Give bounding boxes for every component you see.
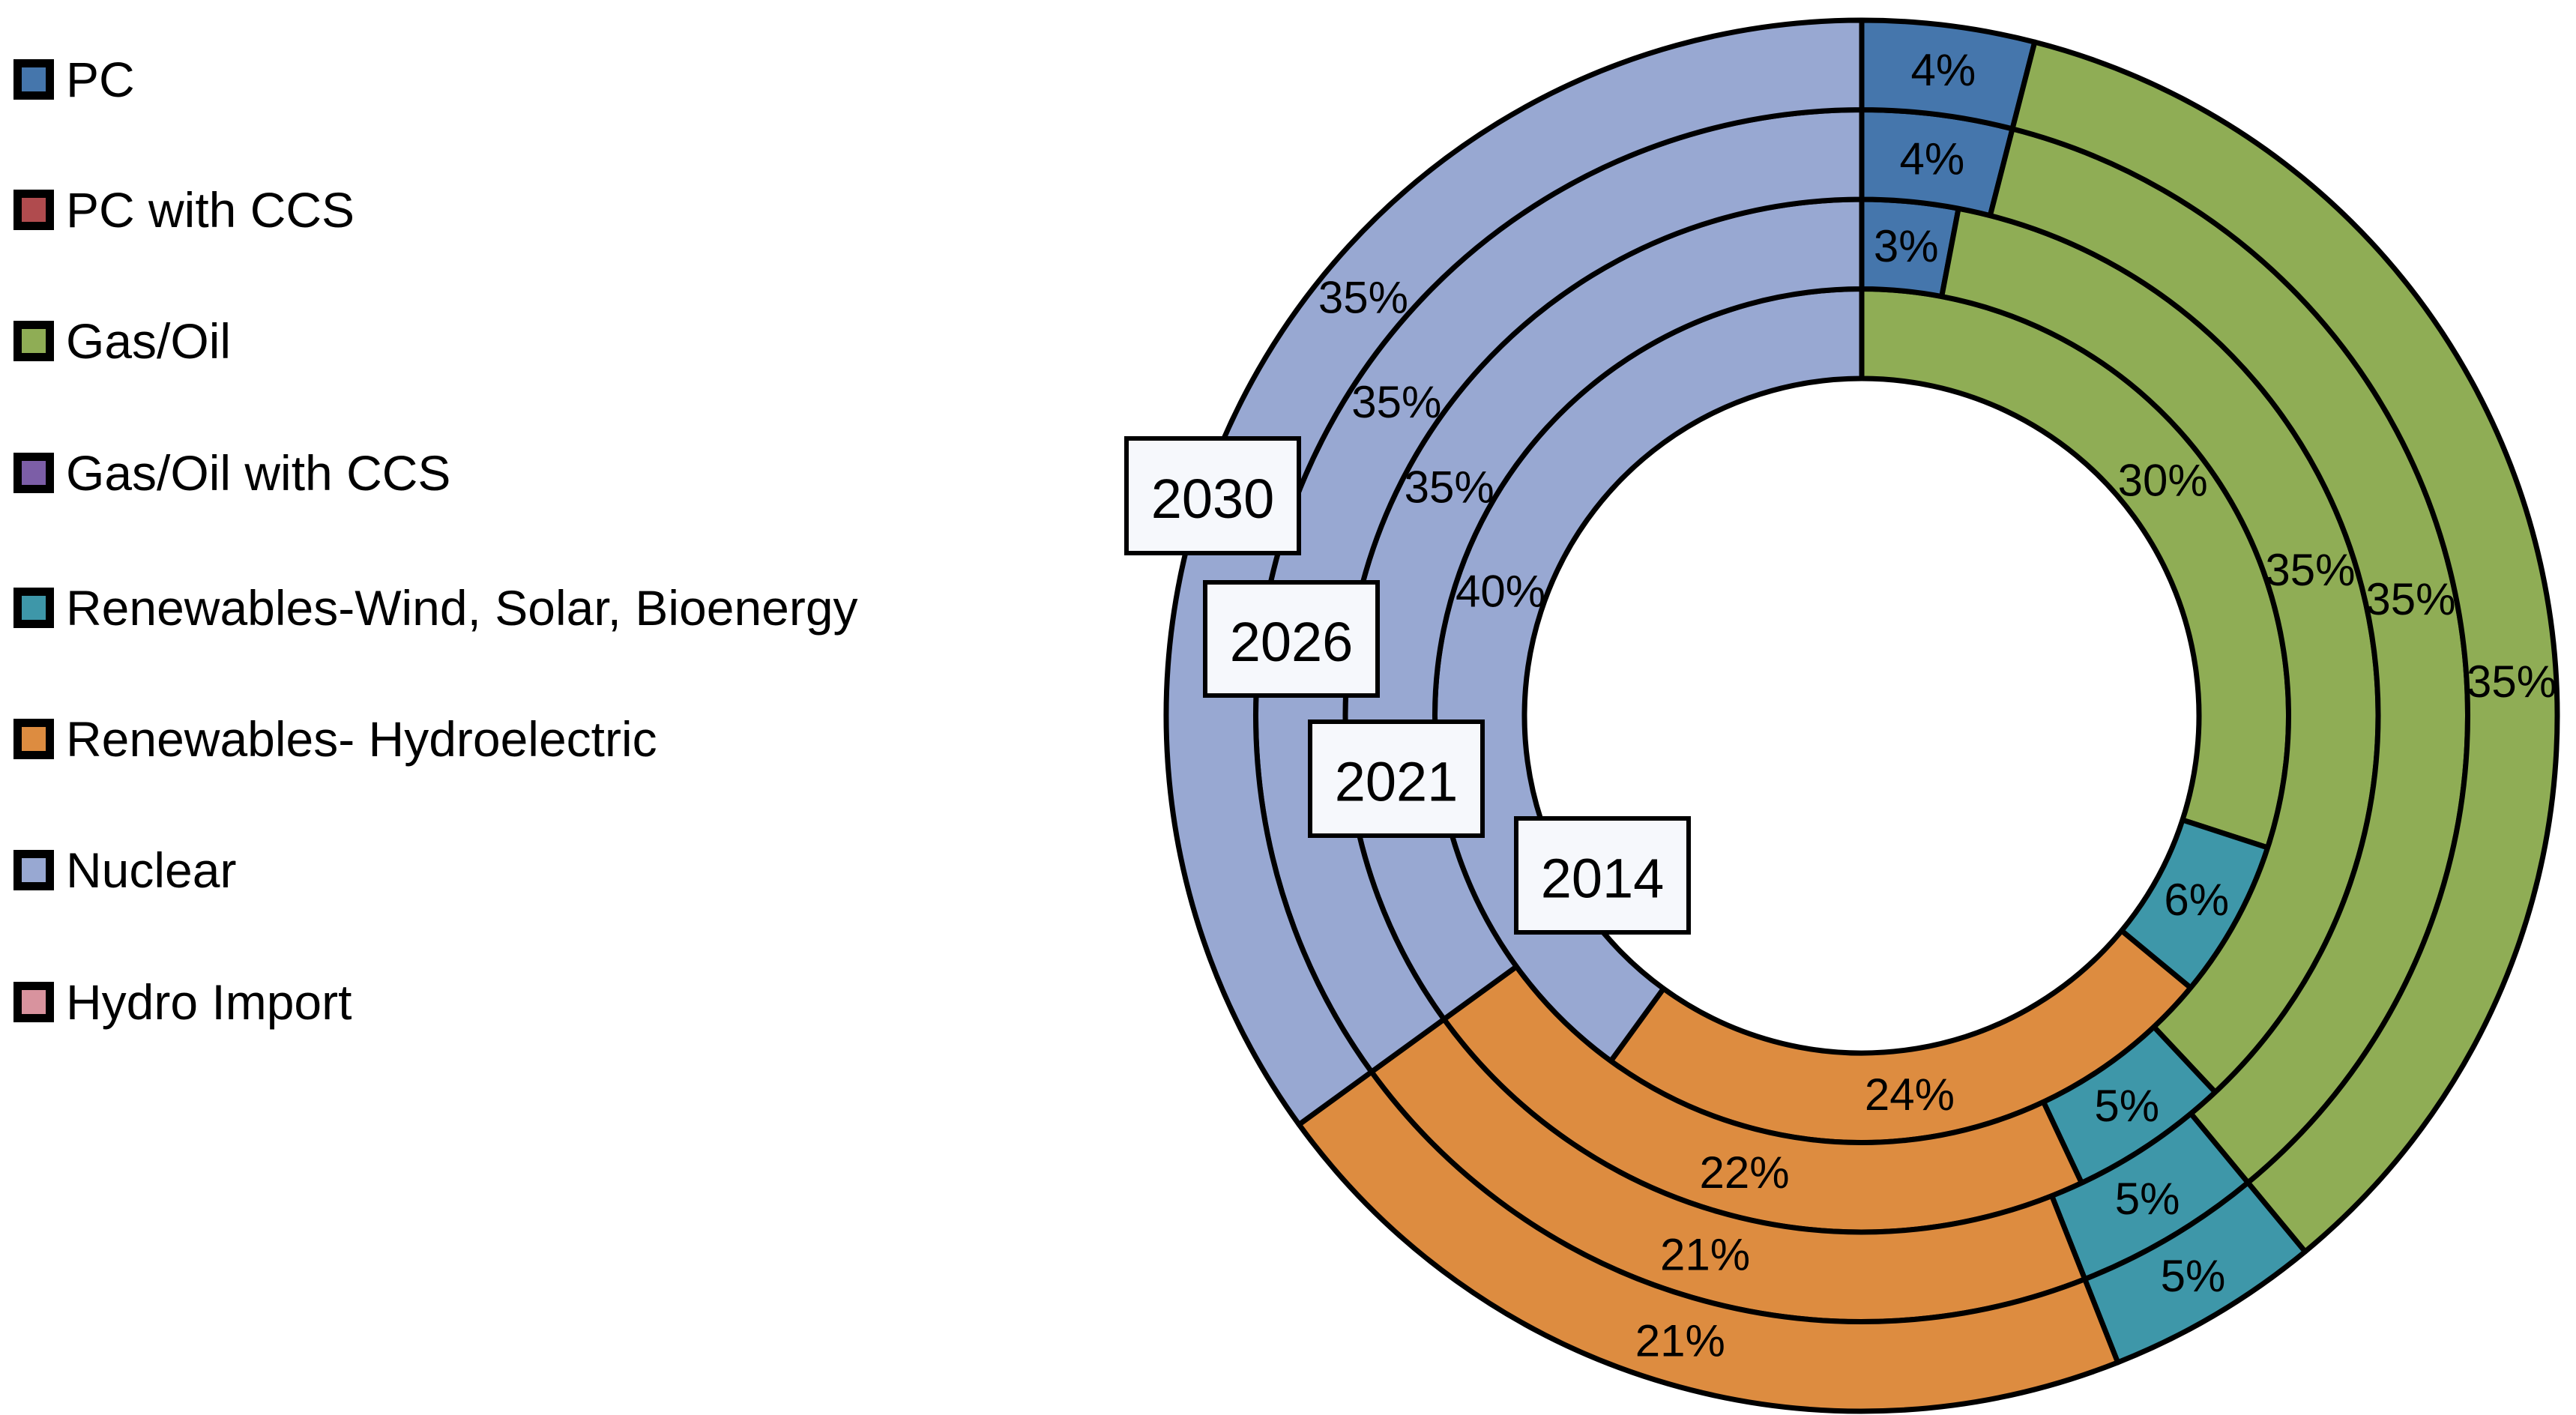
legend-swatch-icon: [13, 588, 54, 628]
percent-label-2030: 4%: [1910, 45, 1976, 95]
year-label-2014: 2014: [1541, 848, 1665, 910]
legend-label: Nuclear: [66, 842, 237, 898]
legend-label: PC: [66, 52, 135, 107]
percent-label-2026: 21%: [1660, 1230, 1750, 1280]
legend-label: Gas/Oil with CCS: [66, 445, 451, 501]
legend-label: PC with CCS: [66, 182, 355, 238]
percent-label-2021: 5%: [2094, 1081, 2159, 1131]
percent-label-2021: 35%: [1405, 462, 1494, 512]
legend-swatch-icon: [13, 59, 54, 100]
legend-swatch-icon: [13, 850, 54, 890]
year-label-box-2014: 2014: [1514, 816, 1691, 935]
ring-segment-2030-gas-oil: [2009, 39, 2560, 1255]
percent-label-2021: 35%: [2265, 545, 2355, 595]
legend-swatch-icon: [13, 453, 54, 493]
legend-item-renewables-hydroelectric: Renewables- Hydroelectric: [13, 714, 657, 764]
legend-item-gas-oil-with-ccs: Gas/Oil with CCS: [13, 448, 450, 498]
percent-label-2026: 5%: [2115, 1174, 2180, 1224]
year-label-2021: 2021: [1335, 751, 1459, 813]
legend-swatch-icon: [13, 190, 54, 230]
year-label-2026: 2026: [1230, 611, 1354, 673]
year-label-box-2026: 2026: [1203, 580, 1380, 698]
legend-item-gas-oil: Gas/Oil: [13, 316, 231, 366]
year-label-box-2021: 2021: [1308, 719, 1485, 838]
year-label-box-2030: 2030: [1124, 436, 1301, 555]
legend-label: Renewables-Wind, Solar, Bioenergy: [66, 580, 858, 636]
percent-label-2014: 30%: [2118, 456, 2208, 506]
legend-swatch-icon: [13, 982, 54, 1022]
legend-swatch-icon: [13, 321, 54, 361]
percent-label-2021: 22%: [1699, 1147, 1789, 1198]
legend-swatch-icon: [13, 719, 54, 759]
legend-item-pc: PC: [13, 55, 135, 104]
percent-label-2014: 6%: [2164, 875, 2229, 925]
percent-label-2030: 21%: [1635, 1315, 1725, 1366]
percent-label-2026: 35%: [1351, 377, 1441, 427]
percent-label-2026: 35%: [2365, 574, 2455, 624]
percent-label-2014: 40%: [1456, 567, 1545, 617]
year-label-2030: 2030: [1151, 468, 1275, 530]
percent-label-2014: 24%: [1865, 1069, 1955, 1120]
percent-label-2030: 35%: [1318, 272, 1408, 322]
legend-label: Hydro Import: [66, 974, 352, 1030]
percent-label-2030: 5%: [2161, 1251, 2226, 1301]
percent-label-2026: 4%: [1899, 134, 1964, 184]
chart-legend: PC PC with CCS Gas/Oil Gas/Oil with CCS Rene…: [0, 0, 1049, 1415]
legend-item-pc-with-ccs: PC with CCS: [13, 185, 355, 235]
percent-label-2021: 3%: [1874, 221, 1939, 271]
percent-label-2030: 35%: [2467, 657, 2557, 707]
legend-item-hydro-import: Hydro Import: [13, 977, 352, 1027]
legend-item-renewables-wind-solar-bioenergy: Renewables-Wind, Solar, Bioenergy: [13, 583, 858, 633]
legend-label: Gas/Oil: [66, 313, 232, 369]
legend-label: Renewables- Hydroelectric: [66, 711, 657, 767]
legend-item-nuclear: Nuclear: [13, 845, 236, 895]
